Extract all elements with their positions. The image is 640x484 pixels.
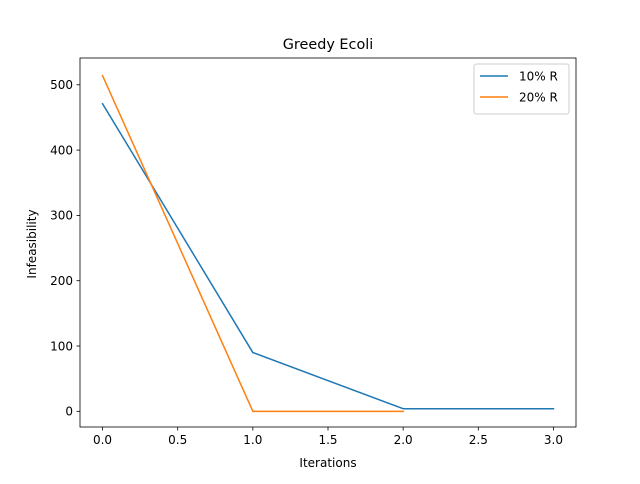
x-tick-label: 2.0 xyxy=(394,433,413,447)
legend: 10% R 20% R xyxy=(473,63,570,115)
y-tick-label: 400 xyxy=(50,143,73,157)
series-line-1 xyxy=(101,102,555,410)
y-tick-label: 100 xyxy=(50,339,73,353)
y-tick-label: 200 xyxy=(50,274,73,288)
legend-label-1: 10% R xyxy=(519,69,558,83)
x-tick-label: 0.5 xyxy=(168,433,187,447)
y-tick-label: 500 xyxy=(50,78,73,92)
x-tick-label: 2.5 xyxy=(469,433,488,447)
chart-title: Greedy Ecoli xyxy=(283,37,374,53)
axes-layer: 0.0 0.5 1.0 1.5 2.0 2.5 3.0 0 100 200 300 400 500 xyxy=(50,57,577,447)
series-line-2 xyxy=(101,74,404,413)
x-tick-label: 1.0 xyxy=(243,433,262,447)
y-axis-label: Infeasibility xyxy=(25,209,39,278)
y-tick-label: 0 xyxy=(65,405,73,419)
x-axis-label: Iterations xyxy=(299,456,356,470)
y-tick-label: 300 xyxy=(50,209,73,223)
series-layer xyxy=(101,74,555,413)
x-tick-label: 0.0 xyxy=(93,433,112,447)
legend-label-2: 20% R xyxy=(519,90,558,104)
x-tick-label: 3.0 xyxy=(544,433,563,447)
x-tick-label: 1.5 xyxy=(318,433,337,447)
